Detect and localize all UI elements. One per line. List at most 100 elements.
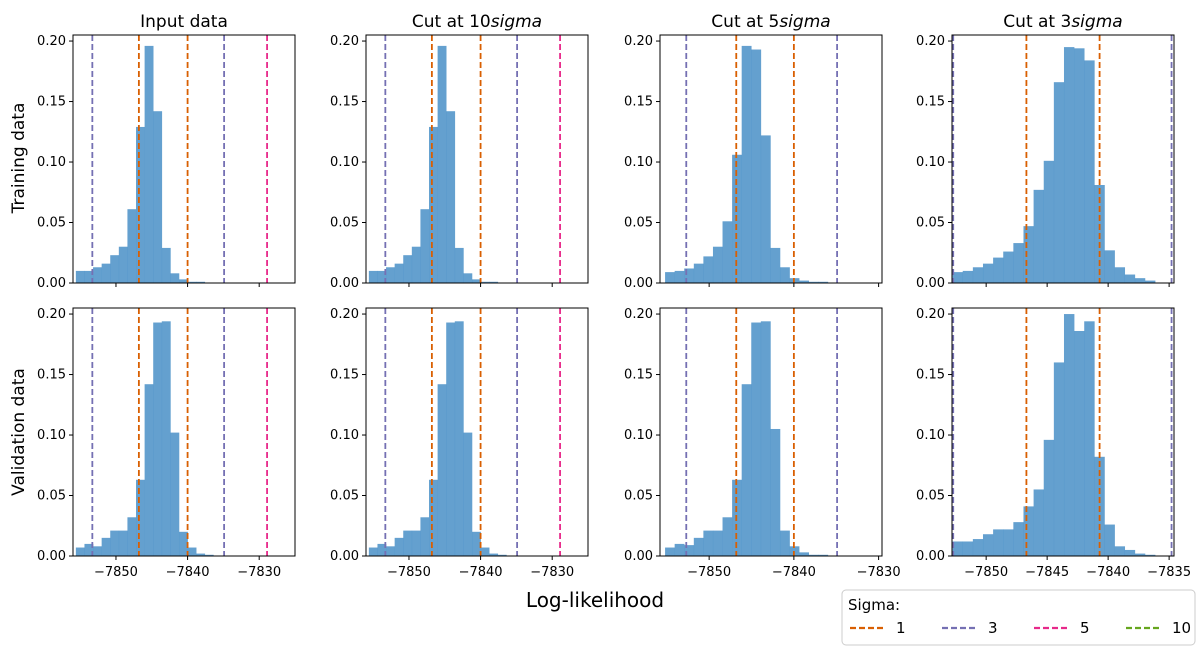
histogram-bar [489,281,499,283]
x-tick-label: −7840 [772,565,816,580]
histogram-bar [982,263,994,283]
histogram-bar [489,553,499,556]
x-tick-label: −7830 [530,565,574,580]
x-tick-label: −7850 [964,565,1008,580]
y-tick-label: 0.15 [330,368,359,383]
y-tick-label: 0.00 [916,549,945,564]
y-tick-label: 0.10 [624,155,653,170]
histogram-bar [1063,47,1075,283]
x-axis-label: Log-likelihood [526,588,664,612]
histogram-bar [153,322,163,556]
histogram-bar [1104,250,1115,283]
histogram-bar [1053,362,1065,556]
histogram-bar [1124,274,1136,283]
histogram-bar [1003,529,1014,556]
histogram-bar [712,246,723,283]
histogram-bar [799,280,809,283]
histogram-bar [779,267,790,283]
histogram-bar [741,45,752,283]
axes-frame [659,34,883,284]
legend-label-sigma-5: 5 [1080,619,1090,637]
histogram-bar [446,111,456,284]
y-tick-label: 0.05 [330,489,359,504]
legend-title: Sigma: [848,596,900,614]
histogram-bar [760,135,771,283]
histogram-bar [1033,489,1045,556]
histogram-bar [368,270,378,283]
histogram-bar [144,384,154,556]
histogram-bar [84,543,94,556]
axes-frame [365,34,589,284]
histogram-bar [187,547,197,556]
y-tick-label: 0.10 [624,428,653,443]
legend-label-sigma-10: 10 [1172,619,1191,637]
row-label-validation: Validation data [9,368,29,496]
histogram-bar [1084,321,1095,556]
histogram-bar [962,541,974,556]
histogram-bar [1013,243,1024,283]
histogram-bar [684,545,695,556]
histogram-bar [665,272,675,283]
histogram-bar [386,546,395,556]
histogram-bar [770,428,781,556]
y-tick-label: 0.20 [916,34,945,49]
x-tick-label: −7850 [687,565,731,580]
histogram-bar [161,247,171,283]
subplot-1: 0.00 0.05 0.10 0.15 0.20 Input data [37,12,296,291]
histogram-bar [127,209,137,283]
histogram-bar [1063,314,1075,556]
histogram-bar [118,246,128,283]
histogram-bar [1053,82,1065,284]
histogram-bar [1043,160,1055,283]
histogram-bar [1144,280,1156,283]
histogram-bar [420,517,430,556]
histogram-bar [437,384,447,556]
subplot-title: Cut at 3sigma [1003,12,1122,32]
y-tick-label: 0.00 [916,276,945,291]
y-tick-label: 0.00 [624,549,653,564]
subplot-7: 0.00 0.05 0.10 0.15 0.20 −7850 −7840 −7830 [624,307,901,580]
histogram-bar [127,517,137,556]
y-tick-label: 0.05 [916,216,945,231]
histogram-bar [808,554,819,556]
histogram-bar [196,553,206,556]
y-tick-label: 0.15 [624,95,653,110]
histogram-bar [471,279,481,283]
y-tick-label: 0.20 [624,34,653,49]
histogram-bar [394,263,404,283]
histogram-bar [196,281,206,283]
histogram-bar [1124,549,1136,556]
subplot-title: Input data [140,12,228,32]
subplot-5: 0.00 0.05 0.10 0.15 0.20 −7850 −7840 −7830 [37,307,296,580]
histogram-bar [1074,48,1085,284]
histogram-bar [1084,60,1095,284]
histogram-bar [178,279,188,283]
histogram-bar [144,45,154,283]
histogram-bar [1033,189,1045,283]
histogram-bar [962,270,974,283]
histogram-bar [377,270,387,283]
histogram-bar [394,537,404,556]
histogram-bar [178,531,188,556]
y-tick-label: 0.00 [330,549,359,564]
histogram-bar [429,479,438,556]
y-tick-label: 0.00 [37,549,66,564]
y-tick-label: 0.15 [37,368,66,383]
y-tick-label: 0.00 [37,276,66,291]
y-tick-label: 0.15 [624,368,653,383]
histogram-bar [463,432,473,556]
histogram-bar [403,255,413,283]
histogram-bar [386,267,395,283]
y-tick-label: 0.20 [330,307,359,322]
histogram-bar [377,543,387,556]
histogram-bar [411,530,421,556]
histogram-bar [693,263,704,283]
histogram-bar [110,255,120,283]
x-tick-label: −7835 [1147,565,1191,580]
histogram-bar [818,281,829,283]
x-tick-label: −7850 [94,565,138,580]
histogram-bar [110,530,120,556]
histogram-bar [454,321,464,556]
histogram-bar [722,221,733,283]
